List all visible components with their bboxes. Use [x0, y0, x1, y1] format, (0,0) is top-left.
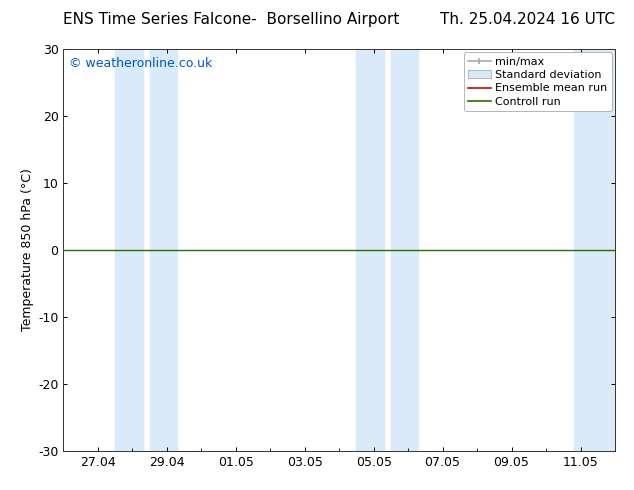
Bar [356, 49, 384, 451]
Y-axis label: Temperature 850 hPa (°C): Temperature 850 hPa (°C) [21, 169, 34, 331]
Text: ENS Time Series Falcone-  Borsellino Airport: ENS Time Series Falcone- Borsellino Airp… [63, 12, 400, 27]
Bar [574, 49, 615, 451]
Text: Th. 25.04.2024 16 UTC: Th. 25.04.2024 16 UTC [440, 12, 615, 27]
Bar [150, 49, 177, 451]
Text: © weatheronline.co.uk: © weatheronline.co.uk [69, 57, 212, 70]
Bar [115, 49, 143, 451]
Bar [391, 49, 418, 451]
Legend: min/max, Standard deviation, Ensemble mean run, Controll run: min/max, Standard deviation, Ensemble me… [464, 52, 612, 111]
